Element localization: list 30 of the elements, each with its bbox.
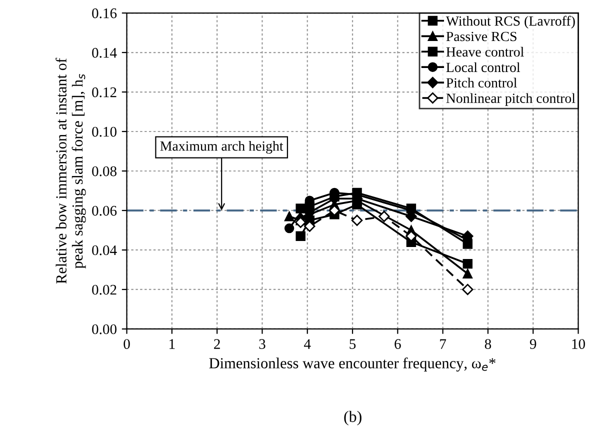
y-tick-label: 0.04 [92,245,117,256]
y-axis-title: Relative bow immersion at instant of peak sagging slam force [m], h$_{s}$ [56,58,86,284]
y-tick-label: 0.06 [92,206,117,216]
legend-label: Nonlinear pitch control [446,93,576,106]
annotation: Maximum arch height [160,140,284,154]
x-tick-label: 6 [394,339,401,349]
legend-label: Pitch control [446,78,517,88]
x-tick-label: 2 [214,339,220,349]
x-tick-label: 8 [484,339,492,349]
y-tick-label: 0.10 [92,126,116,137]
y-tick-label: 0.08 [92,166,116,176]
y-tick-label: 0.12 [92,87,116,98]
x-tick-label: 1 [170,339,175,349]
legend-label: Without RCS (Lavroff) [446,16,575,29]
x-tick-label: 9 [530,339,536,349]
legend-label: Heave control [446,46,524,57]
x-axis-title: Dimensionless wave encounter frequency, ω$_{e}$* [209,357,496,372]
y-tick-label: 0.14 [92,48,117,58]
x-tick-label: 3 [259,339,266,349]
x-tick-label: 4 [304,339,311,349]
legend-label: Local control [446,62,520,72]
y-tick-label: 0.00 [92,324,116,334]
text: (b) [344,410,362,426]
x-tick-label: 10 [572,339,585,349]
legend-label: Passive RCS [446,32,516,42]
x-tick-label: 5 [350,339,356,349]
y-tick-label: 0.16 [92,8,117,18]
x-tick-label: 7 [440,339,446,349]
y-tick-label: 0.02 [92,284,116,295]
x-tick-label: 0 [124,339,130,349]
